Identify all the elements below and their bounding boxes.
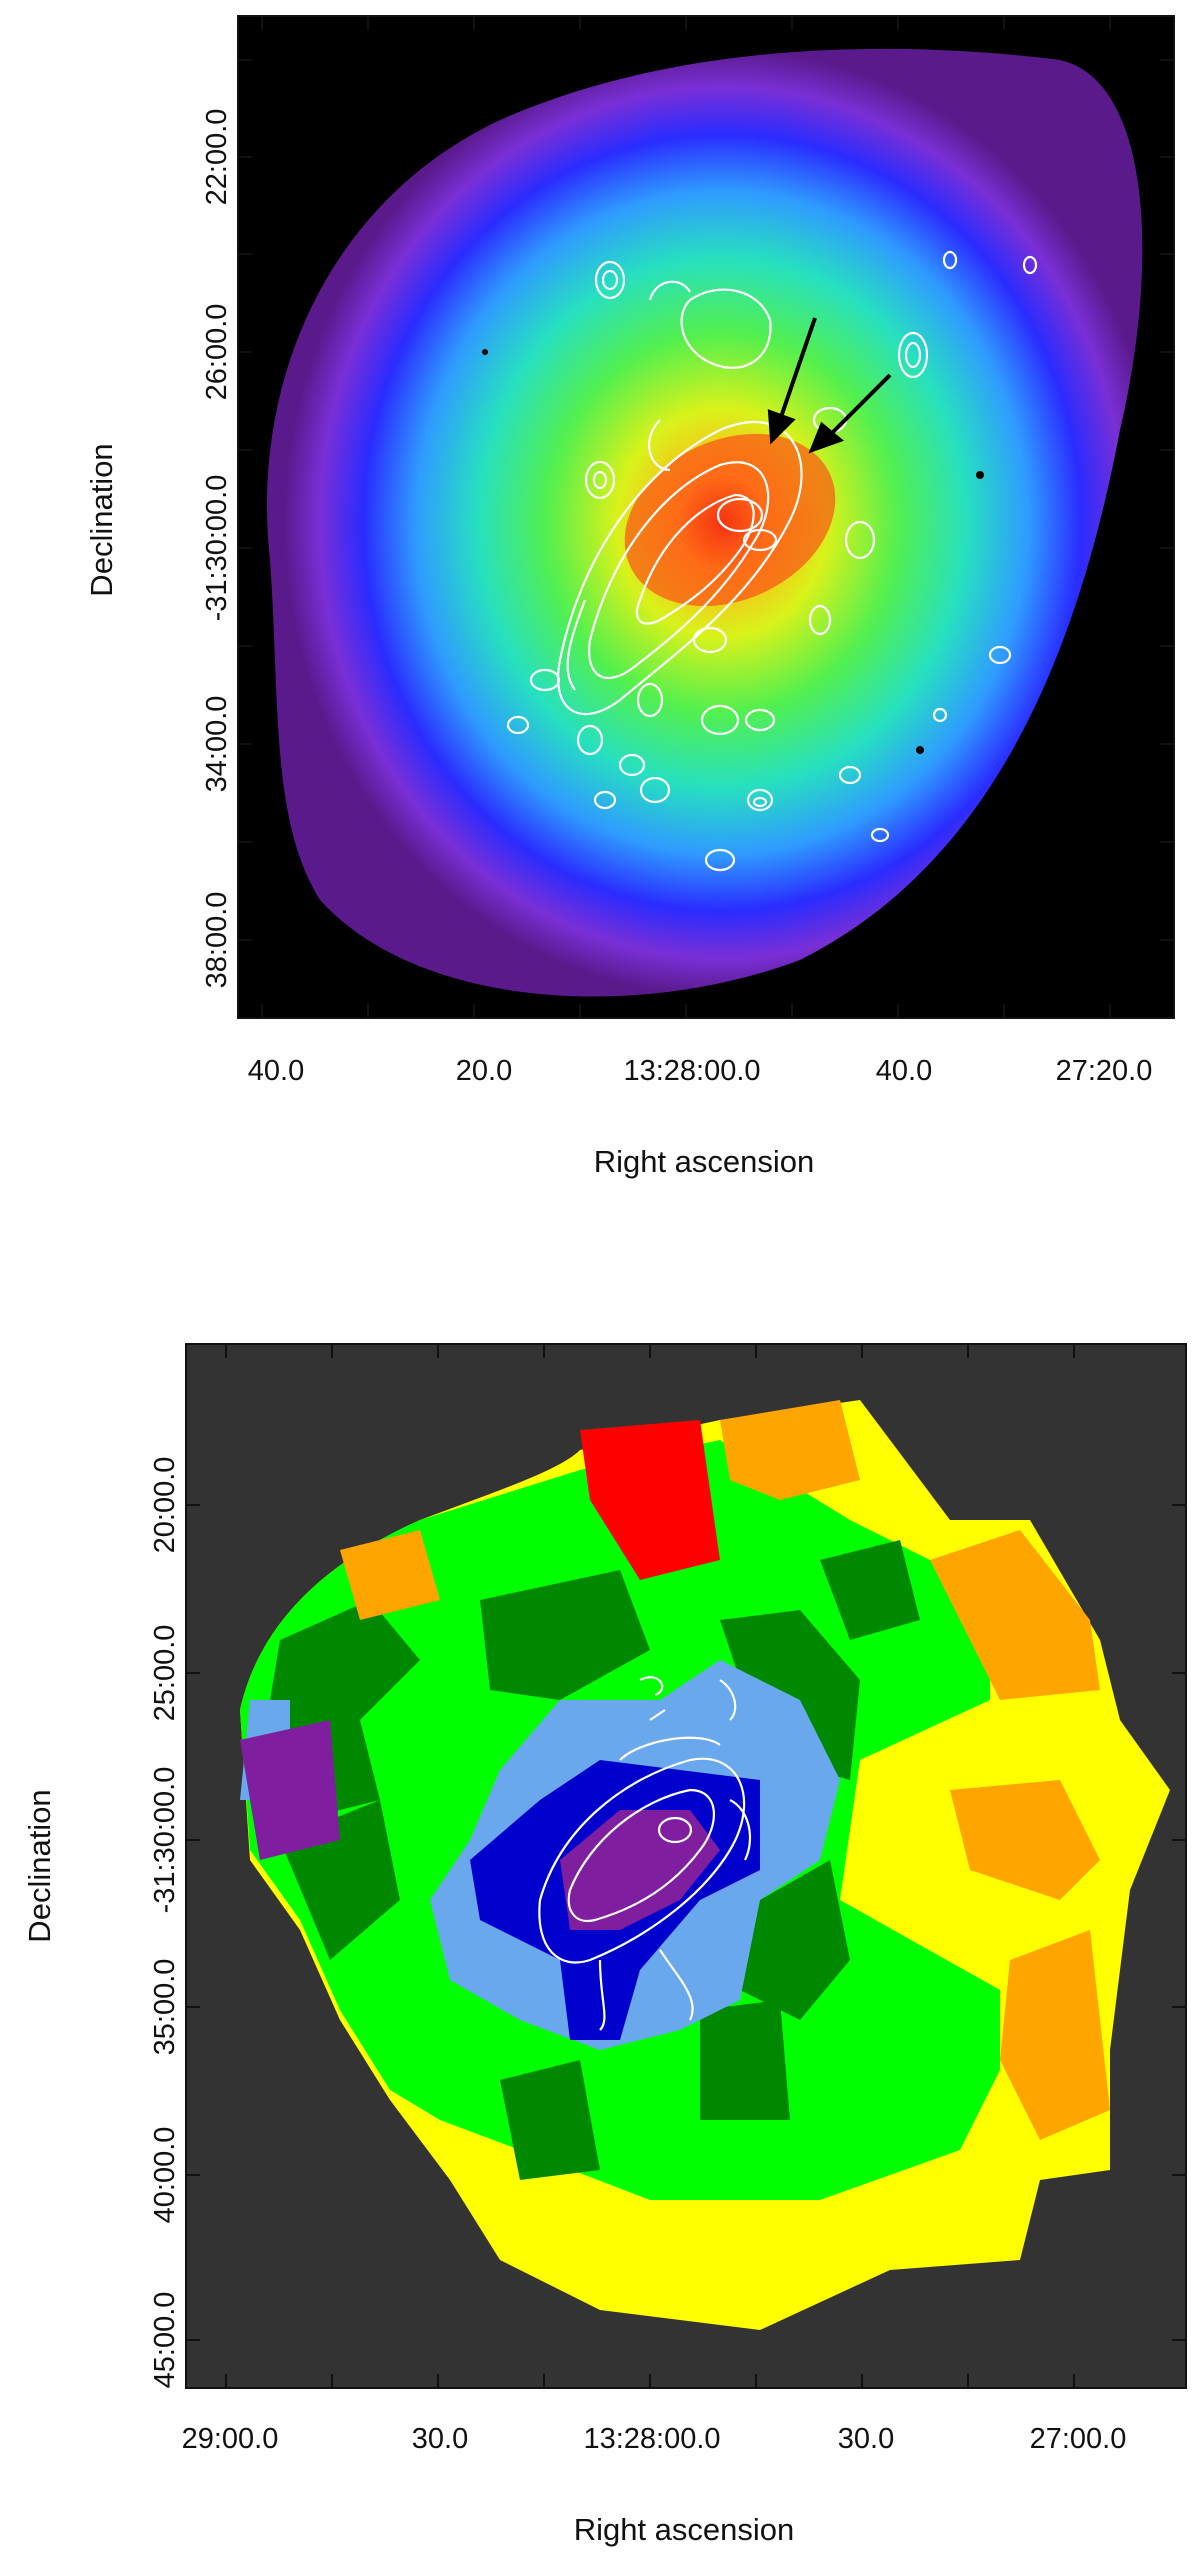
- top-arrows: [767, 317, 892, 454]
- top-core-glow: [624, 433, 836, 607]
- bottom-ytick-5: 40:00.0: [149, 2127, 181, 2224]
- bottom-region-map: [240, 1400, 1170, 2330]
- bottom-contours: [538, 1676, 752, 2031]
- bottom-ytick-6: 45:00.0: [149, 2292, 181, 2389]
- bottom-ytick-4: 35:00.0: [149, 1959, 181, 2056]
- bottom-xlabel: Right ascension: [574, 2512, 795, 2547]
- top-contours: [506, 250, 1038, 872]
- top-ylabel: Declination: [84, 443, 119, 596]
- bottom-xtick-3: 13:28:00.0: [583, 2423, 720, 2455]
- bottom-ytick-3: -31:30:00.0: [149, 1767, 181, 1914]
- top-panel: 40.0 20.0 13:28:00.0 40.0 27:20.0 22:00.…: [84, 15, 1175, 1179]
- top-xtick-3: 13:28:00.0: [623, 1055, 760, 1087]
- bottom-ylabel: Declination: [22, 1789, 57, 1942]
- bottom-ytick-1: 20:00.0: [149, 1457, 181, 1554]
- top-ytick-5: 38:00.0: [201, 892, 233, 989]
- top-xtick-5: 27:20.0: [1056, 1055, 1153, 1087]
- top-xlabel: Right ascension: [594, 1144, 815, 1179]
- bottom-ytick-2: 25:00.0: [149, 1625, 181, 1722]
- top-ytick-4: 34:00.0: [201, 696, 233, 793]
- bottom-xtick-1: 29:00.0: [182, 2423, 279, 2455]
- bottom-panel: 29:00.0 30.0 13:28:00.0 30.0 27:00.0 20:…: [22, 1343, 1187, 2547]
- bottom-xtick-5: 27:00.0: [1030, 2423, 1127, 2455]
- top-xtick-2: 20.0: [456, 1055, 512, 1087]
- top-ytick-1: 22:00.0: [201, 109, 233, 206]
- top-xtick-4: 40.0: [876, 1055, 932, 1087]
- top-ytick-3: -31:30:00.0: [201, 475, 233, 622]
- top-xtick-1: 40.0: [248, 1055, 304, 1087]
- top-point-sources: [482, 349, 1013, 893]
- bottom-xtick-4: 30.0: [838, 2423, 894, 2455]
- bottom-ticks: [186, 1344, 1186, 2388]
- top-ytick-2: 26:00.0: [201, 304, 233, 401]
- top-ticks: [238, 16, 1174, 1018]
- bottom-xtick-2: 30.0: [412, 2423, 468, 2455]
